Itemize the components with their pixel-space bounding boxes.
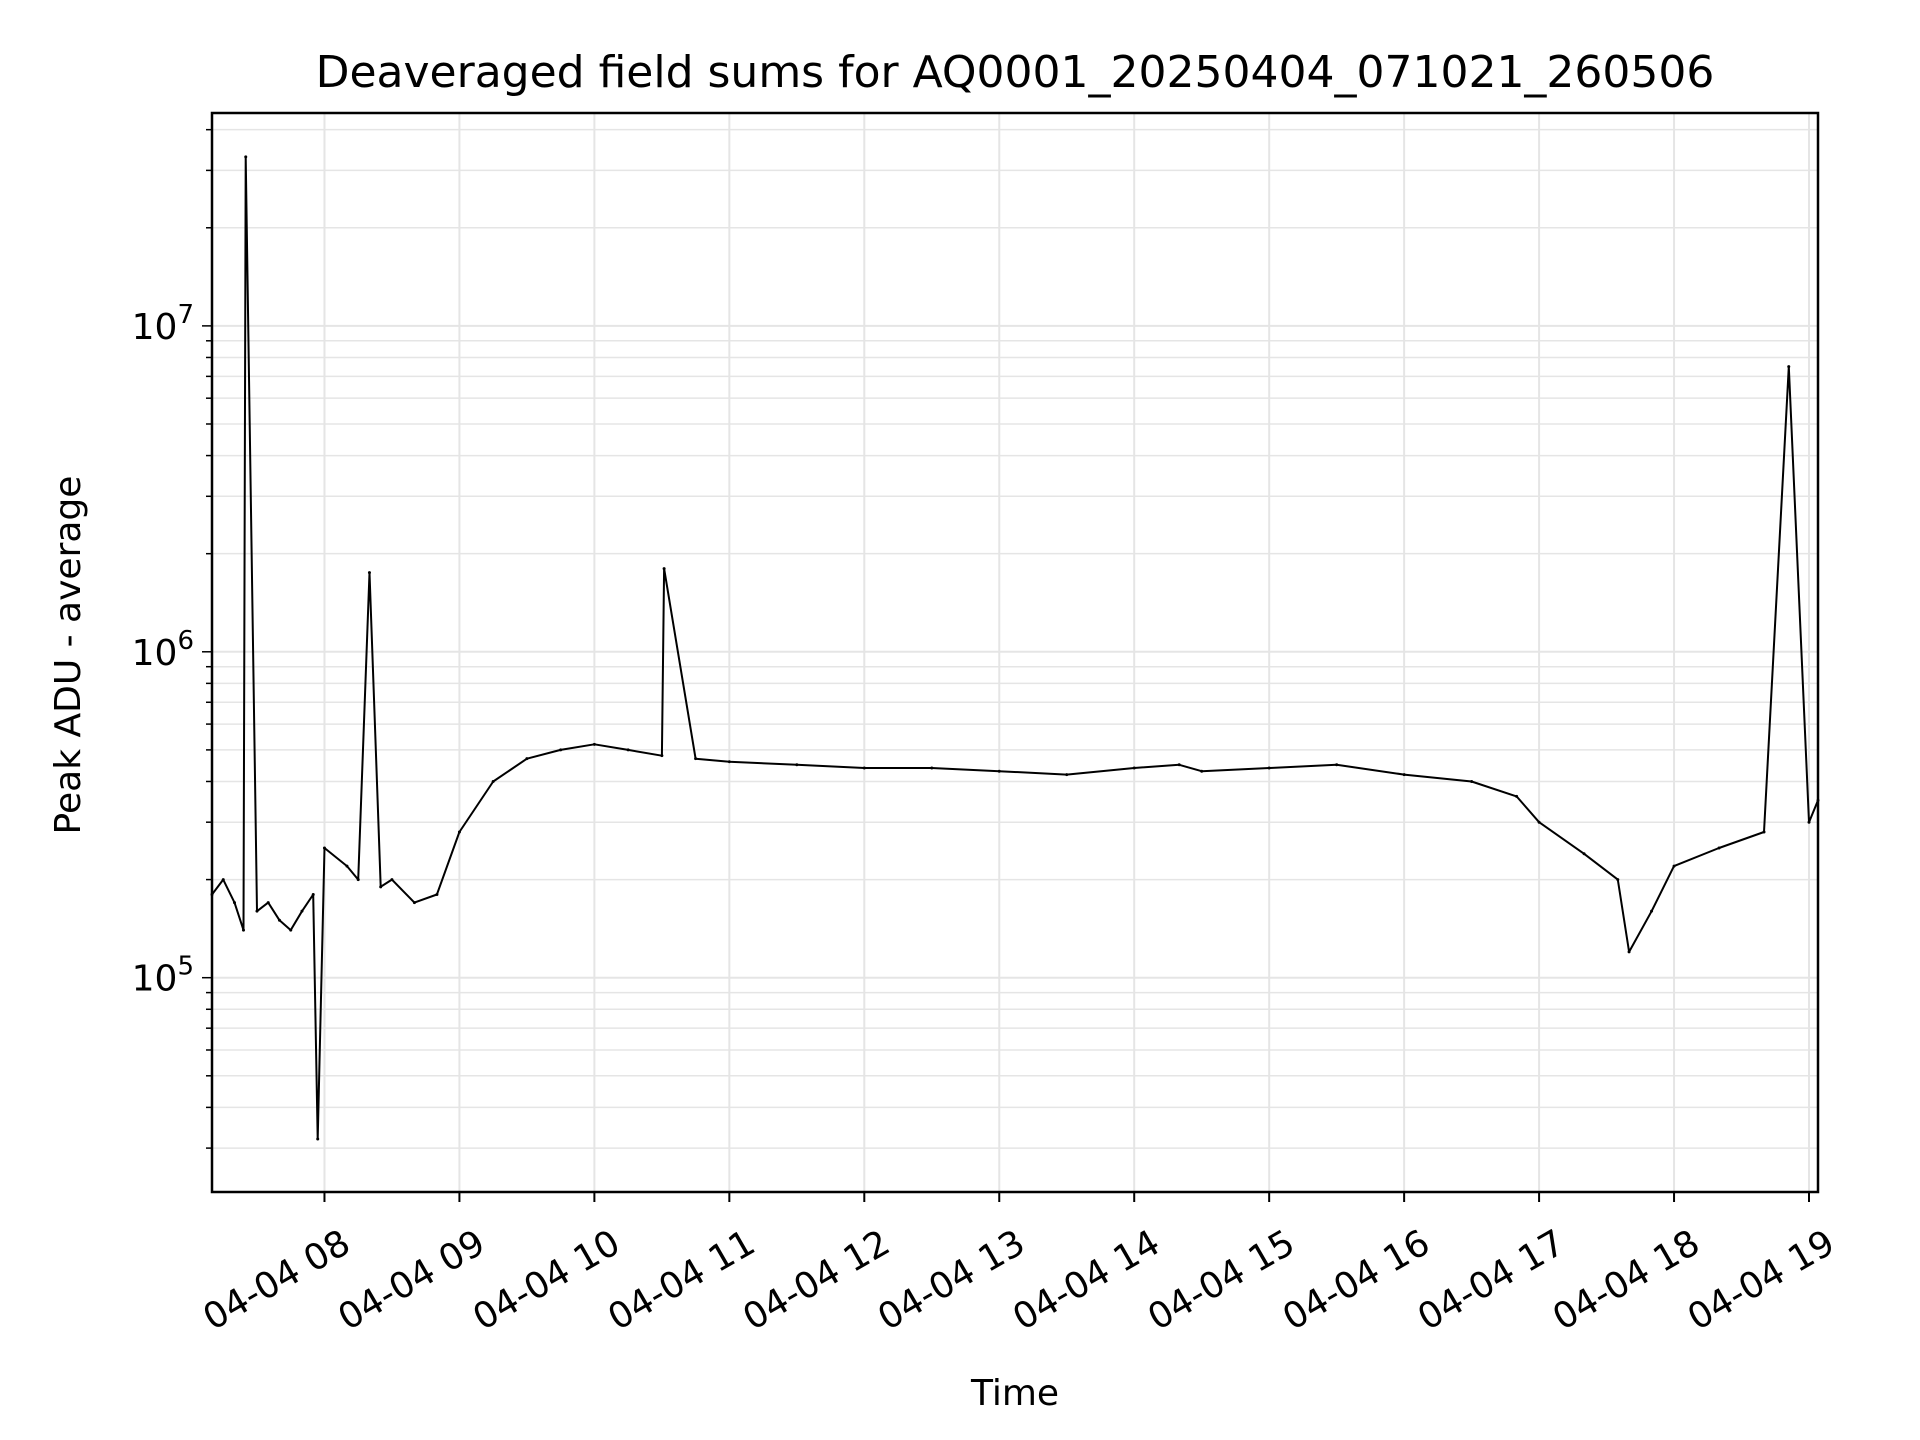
data-point (1582, 852, 1586, 856)
chart-title: Deaveraged field sums for AQ0001_2025040… (316, 47, 1715, 98)
data-point (1672, 864, 1676, 868)
data-point (559, 748, 563, 752)
data-point (345, 864, 349, 868)
data-point (221, 878, 225, 882)
data-point (241, 928, 245, 932)
data-point (1787, 365, 1791, 369)
data-point (311, 892, 315, 896)
data-point (1717, 846, 1721, 850)
data-point (592, 742, 596, 746)
data-point (457, 830, 461, 834)
data-point (379, 885, 383, 889)
data-point (277, 918, 281, 922)
data-point (1616, 878, 1620, 882)
data-point (367, 571, 371, 575)
data-point (316, 1137, 320, 1141)
data-point (1267, 766, 1271, 770)
data-point (795, 763, 799, 767)
y-tick-label: 106 (132, 626, 194, 674)
plot-frame (210, 111, 1820, 1194)
grid-lines (212, 113, 1818, 1192)
data-point (1132, 766, 1136, 770)
data-point (1200, 769, 1204, 773)
data-point (322, 846, 326, 850)
data-point (694, 757, 698, 761)
data-point (525, 757, 529, 761)
data-point (660, 754, 664, 758)
data-point (289, 928, 293, 932)
data-point (356, 878, 360, 882)
data-point (1807, 820, 1811, 824)
data-point (232, 901, 236, 905)
series-layer (210, 155, 1820, 1141)
data-point (1627, 950, 1631, 954)
data-point (1515, 794, 1519, 798)
data-point (435, 892, 439, 896)
data-point (1470, 779, 1474, 783)
series-line (211, 155, 1819, 1140)
y-axis-title: Peak ADU - average (48, 476, 89, 835)
data-point (255, 909, 259, 913)
data-point (266, 901, 270, 905)
data-point (412, 901, 416, 905)
x-axis-title: Time (970, 1373, 1059, 1414)
data-point (862, 766, 866, 770)
data-point (390, 878, 394, 882)
data-point (244, 155, 248, 159)
data-point (1762, 830, 1766, 834)
data-point (1177, 763, 1181, 767)
y-tick-label: 105 (132, 952, 194, 1000)
y-tick-label: 107 (132, 300, 194, 348)
data-point (626, 748, 630, 752)
data-point (662, 567, 666, 571)
data-point (1650, 909, 1654, 913)
data-point (1537, 820, 1541, 824)
data-point (1335, 763, 1339, 767)
data-point (930, 766, 934, 770)
data-point (727, 760, 731, 764)
data-point (1402, 773, 1406, 777)
data-point (491, 779, 495, 783)
data-point (300, 909, 304, 913)
data-point (1065, 773, 1069, 777)
data-point (997, 769, 1001, 773)
